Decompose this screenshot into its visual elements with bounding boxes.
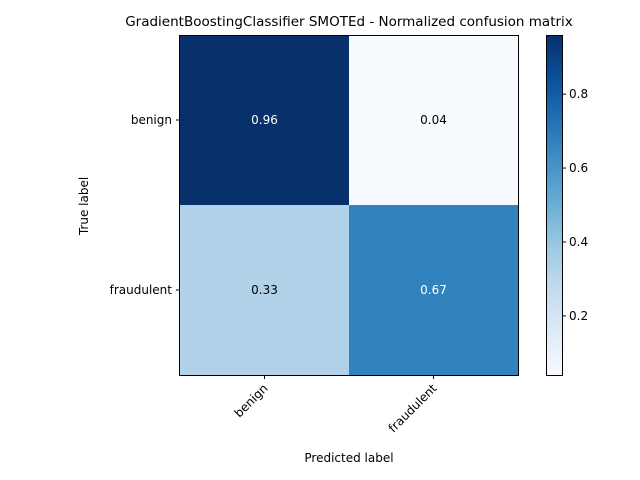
x-tick-label: benign: [232, 381, 271, 420]
heatmap-cells: 0.96 0.04 0.33 0.67: [180, 35, 519, 376]
colorbar-ticks: 0.2 0.4 0.6 0.8: [562, 87, 588, 323]
heatmap-cell: [349, 35, 519, 206]
x-axis-label: Predicted label: [304, 451, 393, 465]
colorbar-tick-label: 0.6: [569, 161, 588, 175]
colorbar: [546, 35, 563, 376]
cell-value-label: 0.96: [251, 113, 278, 127]
heatmap-cell: [349, 205, 519, 376]
y-tick-label: benign: [131, 113, 172, 127]
plot-frame: [179, 35, 519, 376]
colorbar-tick-label: 0.2: [569, 309, 588, 323]
x-ticks: benign fraudulent: [232, 375, 440, 435]
y-axis-label: True label: [77, 177, 91, 236]
cell-value-label: 0.33: [251, 283, 278, 297]
y-tick-label: fraudulent: [110, 283, 173, 297]
cell-value-label: 0.04: [420, 113, 447, 127]
y-ticks: benign fraudulent: [110, 113, 180, 297]
x-tick-label: fraudulent: [386, 381, 440, 435]
chart-title: GradientBoostingClassifier SMOTEd - Norm…: [125, 14, 573, 30]
heatmap-cell: [180, 205, 350, 376]
colorbar-tick-label: 0.8: [569, 87, 588, 101]
colorbar-tick-label: 0.4: [569, 235, 588, 249]
cell-value-label: 0.67: [420, 283, 447, 297]
heatmap-cell: [180, 35, 350, 206]
